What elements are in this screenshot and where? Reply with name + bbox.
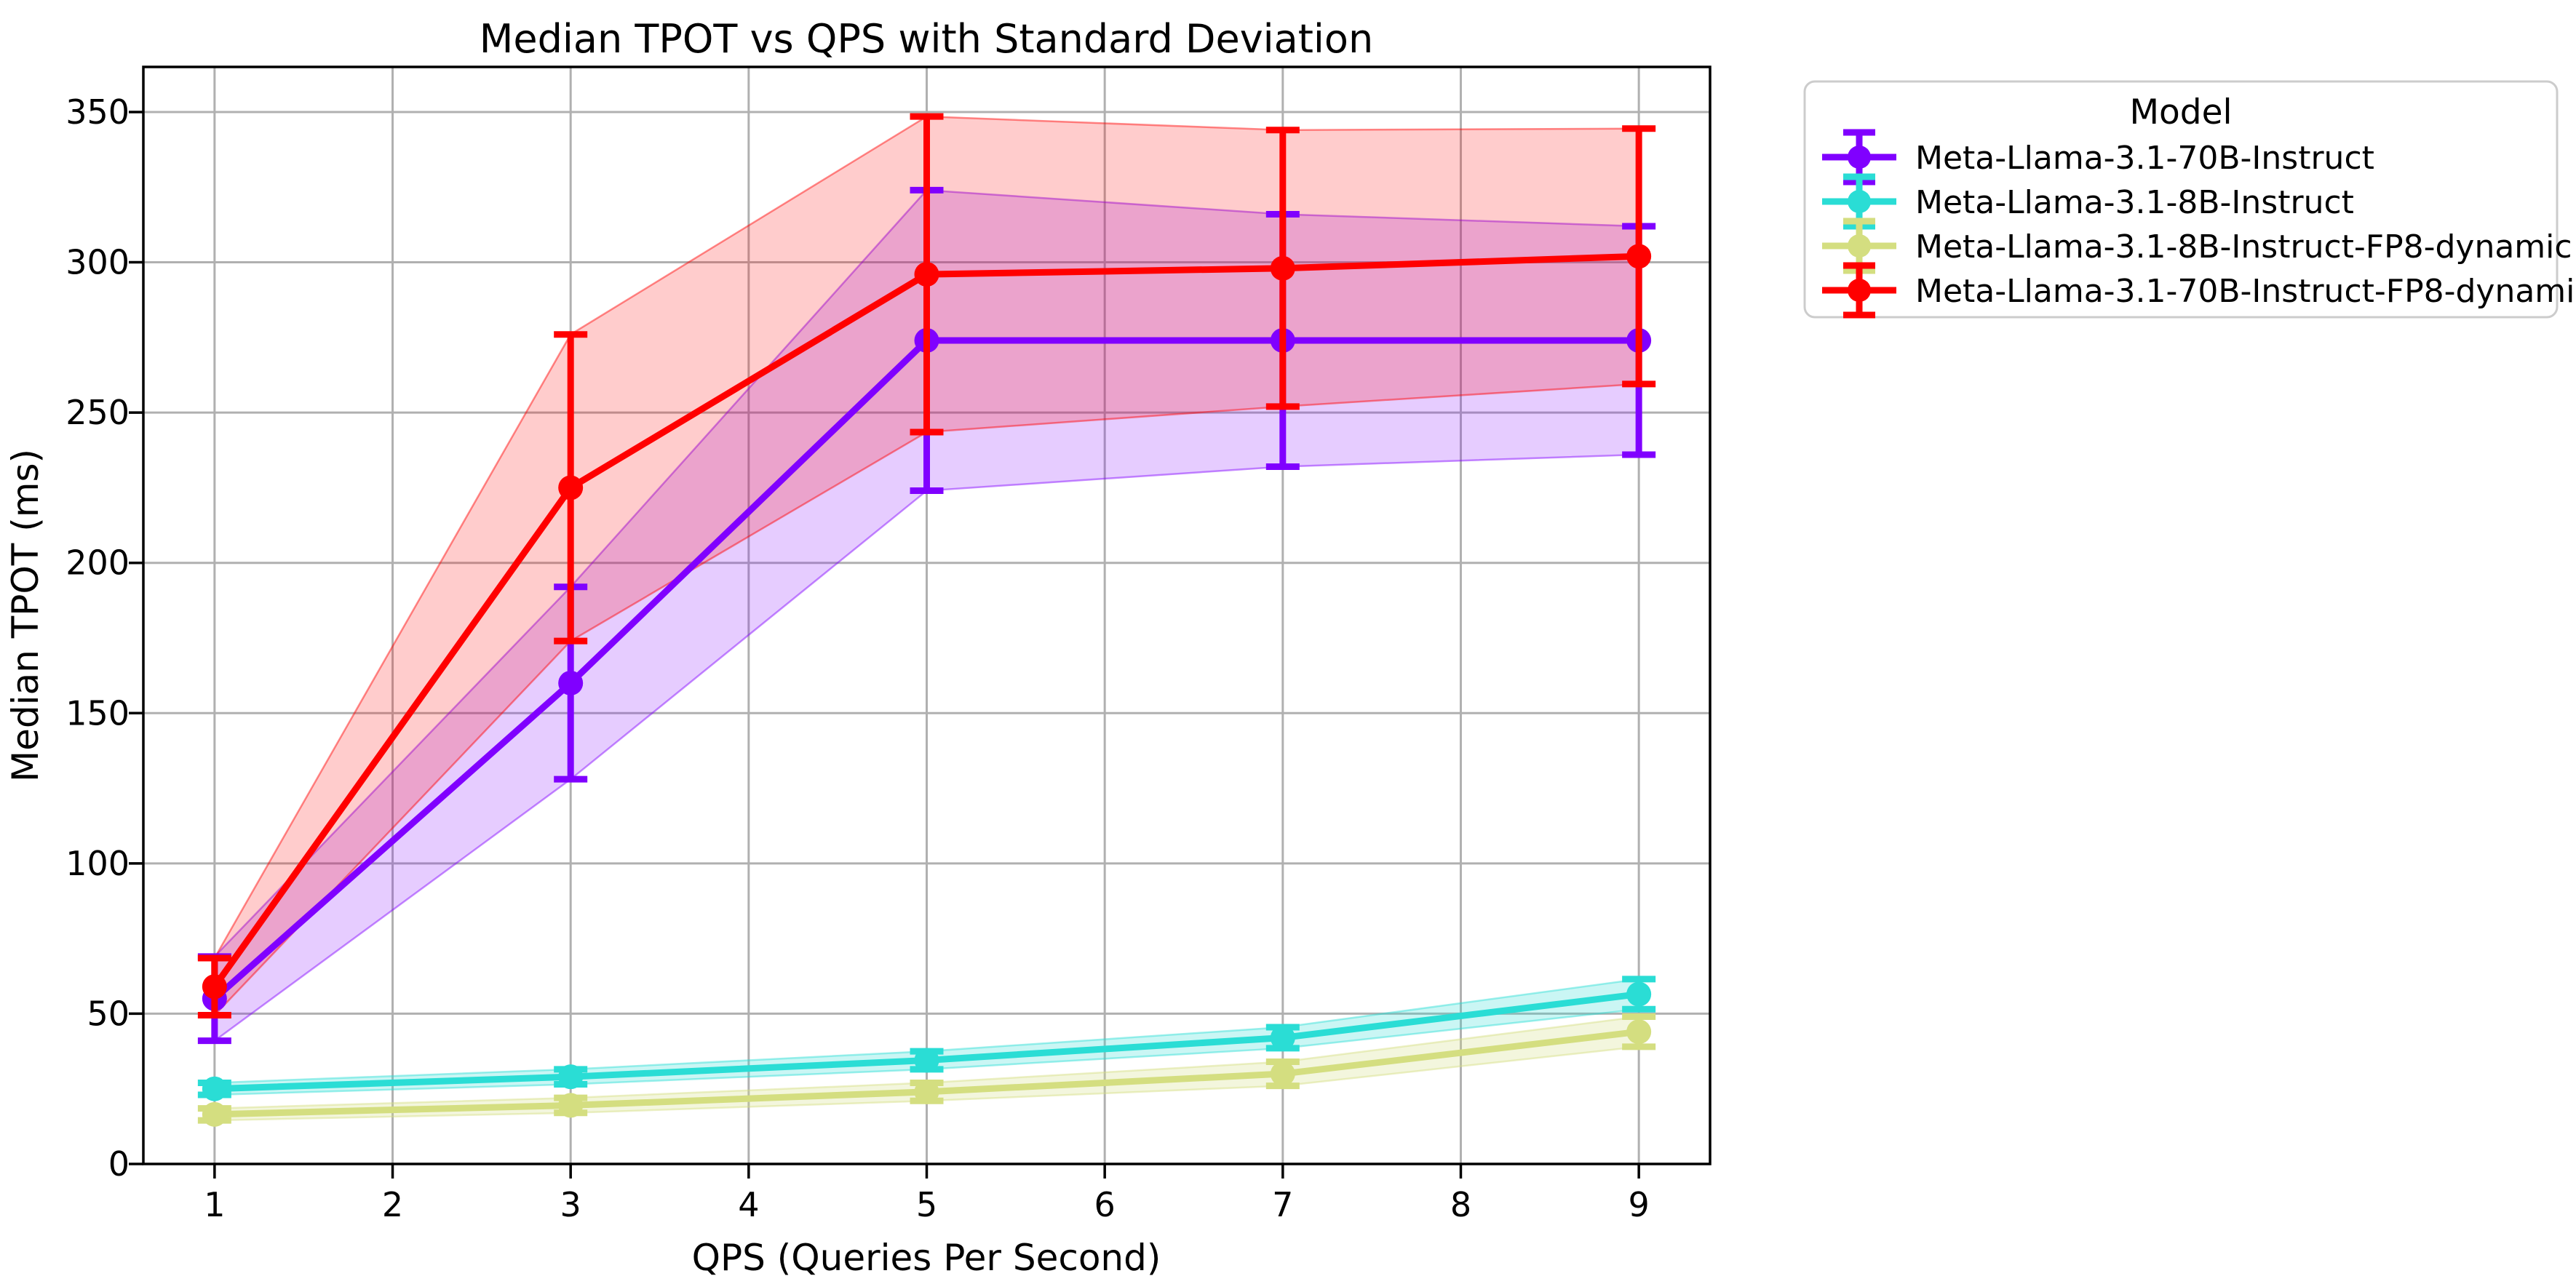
legend: Model Meta-Llama-3.1-70B-InstructMeta-Ll…: [1803, 80, 2576, 319]
x-tick-label: 2: [382, 1185, 403, 1224]
legend-marker-point: [1848, 234, 1871, 258]
data-point: [558, 475, 584, 501]
data-point: [1626, 981, 1652, 1007]
legend-item-2: Meta-Llama-3.1-8B-Instruct-FP8-dynamic: [1822, 218, 2572, 274]
legend-item-1: Meta-Llama-3.1-8B-Instruct: [1822, 173, 2354, 230]
y-tick-label: 100: [65, 844, 130, 883]
legend-box: [1803, 80, 2559, 319]
legend-item-label: Meta-Llama-3.1-70B-Instruct: [1915, 140, 2374, 177]
x-axis-label: QPS (Queries Per Second): [692, 1237, 1161, 1279]
data-point: [202, 1076, 227, 1101]
x-tick-label: 3: [560, 1185, 581, 1224]
legend-marker-point: [1848, 190, 1871, 213]
data-point: [1270, 1025, 1295, 1050]
legend-item-3: Meta-Llama-3.1-70B-Instruct-FP8-dynamic: [1822, 262, 2576, 319]
y-tick-label: 250: [65, 393, 130, 432]
y-tick-label: 300: [65, 243, 130, 282]
y-tick-label: 150: [65, 693, 130, 733]
data-point: [914, 1048, 939, 1073]
legend-item-label: Meta-Llama-3.1-8B-Instruct: [1915, 184, 2354, 221]
legend-item-label: Meta-Llama-3.1-70B-Instruct-FP8-dynamic: [1915, 273, 2576, 310]
legend-title: Model: [2129, 92, 2232, 132]
series-1: [197, 976, 1656, 1101]
legend-marker-point: [1848, 279, 1871, 302]
x-tick-label: 5: [916, 1185, 937, 1224]
tick-layer: 1 2 3 4 5 6 7 8 9 0 50 100 150 200 250 300 350: [65, 92, 1650, 1224]
y-axis-label: Median TPOT (ms): [4, 449, 47, 782]
legend-marker-point: [1848, 145, 1871, 169]
data-point: [1626, 244, 1652, 269]
data-point: [558, 1064, 584, 1090]
chart-title: Median TPOT vs QPS with Standard Deviati…: [480, 16, 1373, 62]
legend-items: Meta-Llama-3.1-70B-Instruct Meta-Llama-3.…: [1822, 129, 2576, 319]
y-tick-label: 350: [65, 92, 130, 132]
grid-layer: [143, 67, 1710, 1165]
data-point: [1626, 1019, 1652, 1045]
y-tick-label: 200: [65, 543, 130, 583]
data-point: [558, 670, 584, 695]
data-point: [914, 262, 939, 287]
data-point: [202, 1101, 227, 1127]
data-point: [1270, 1061, 1295, 1087]
data-point: [558, 1093, 584, 1118]
data-point: [202, 974, 227, 1000]
x-tick-label: 8: [1450, 1185, 1471, 1224]
data-point: [1270, 255, 1295, 281]
y-tick-label: 50: [87, 994, 130, 1033]
x-tick-label: 7: [1272, 1185, 1293, 1224]
legend-item-0: Meta-Llama-3.1-70B-Instruct: [1822, 129, 2374, 186]
legend-item-label: Meta-Llama-3.1-8B-Instruct-FP8-dynamic: [1915, 228, 2572, 266]
series-layer: [197, 113, 1656, 1127]
series-2: [197, 1013, 1656, 1127]
y-tick-label: 0: [108, 1144, 130, 1184]
x-tick-label: 6: [1094, 1185, 1116, 1224]
x-tick-label: 1: [204, 1185, 225, 1224]
data-point: [914, 1079, 939, 1104]
series-3: [197, 113, 1656, 1018]
x-tick-label: 9: [1628, 1185, 1649, 1224]
x-tick-label: 4: [738, 1185, 759, 1224]
